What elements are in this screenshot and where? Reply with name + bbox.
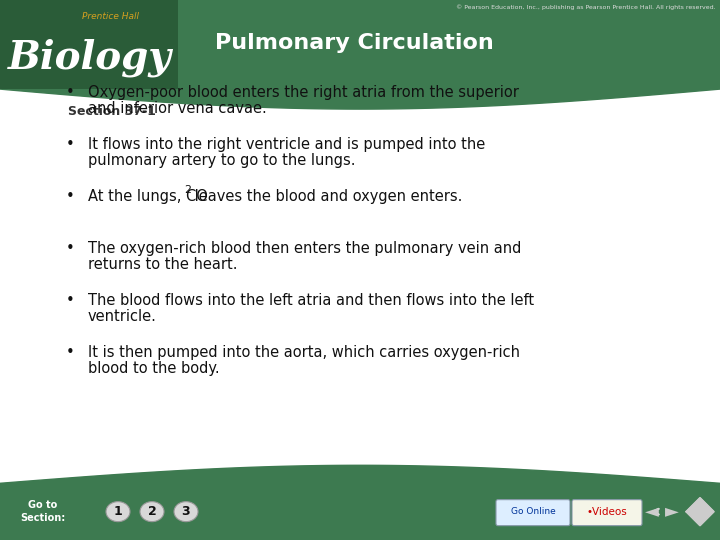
Text: The blood flows into the left atria and then flows into the left: The blood flows into the left atria and … (88, 293, 534, 308)
Text: Go to
Section:: Go to Section: (20, 501, 66, 523)
Ellipse shape (174, 502, 198, 522)
Text: •: • (66, 241, 74, 256)
Polygon shape (0, 465, 720, 540)
Bar (0, 483, 720, 540)
Text: 3: 3 (181, 505, 190, 518)
Text: blood to the body.: blood to the body. (88, 361, 220, 376)
Text: Biology: Biology (8, 39, 172, 77)
Polygon shape (686, 498, 714, 525)
Ellipse shape (140, 502, 164, 522)
Text: Prentice Hall: Prentice Hall (81, 12, 138, 21)
Text: •: • (66, 137, 74, 152)
Ellipse shape (106, 502, 130, 522)
FancyBboxPatch shape (572, 500, 642, 525)
Text: The oxygen-rich blood then enters the pulmonary vein and: The oxygen-rich blood then enters the pu… (88, 241, 521, 256)
Text: ◄: ◄ (645, 503, 659, 521)
Text: Oxygen-poor blood enters the right atria from the superior: Oxygen-poor blood enters the right atria… (88, 85, 519, 100)
Text: Section 37-1: Section 37-1 (68, 105, 156, 118)
Text: ventricle.: ventricle. (88, 309, 157, 324)
Text: •Videos: •Videos (587, 507, 627, 517)
Text: At the lungs, CO: At the lungs, CO (88, 189, 208, 204)
Text: ►: ► (665, 503, 679, 521)
Bar (0, 0, 178, 89)
Text: •: • (66, 189, 74, 204)
Polygon shape (0, 0, 720, 109)
Text: 2: 2 (184, 185, 192, 195)
Text: It flows into the right ventricle and is pumped into the: It flows into the right ventricle and is… (88, 137, 485, 152)
Text: Pulmonary Circulation: Pulmonary Circulation (215, 32, 494, 52)
Text: and inferior vena cavae.: and inferior vena cavae. (88, 101, 266, 116)
Text: 2: 2 (148, 505, 156, 518)
Text: It is then pumped into the aorta, which carries oxygen-rich: It is then pumped into the aorta, which … (88, 345, 520, 360)
Bar (0, 0, 720, 89)
Text: pulmonary artery to go to the lungs.: pulmonary artery to go to the lungs. (88, 153, 356, 168)
FancyBboxPatch shape (496, 500, 570, 525)
Text: •: • (66, 85, 74, 100)
Text: 1: 1 (114, 505, 122, 518)
Text: Go Online: Go Online (510, 507, 555, 516)
Text: returns to the heart.: returns to the heart. (88, 257, 238, 272)
Text: leaves the blood and oxygen enters.: leaves the blood and oxygen enters. (190, 189, 462, 204)
Text: •: • (66, 345, 74, 360)
Text: © Pearson Education, Inc., publishing as Pearson Prentice Hall. All rights reser: © Pearson Education, Inc., publishing as… (456, 4, 716, 10)
Text: •: • (66, 293, 74, 308)
